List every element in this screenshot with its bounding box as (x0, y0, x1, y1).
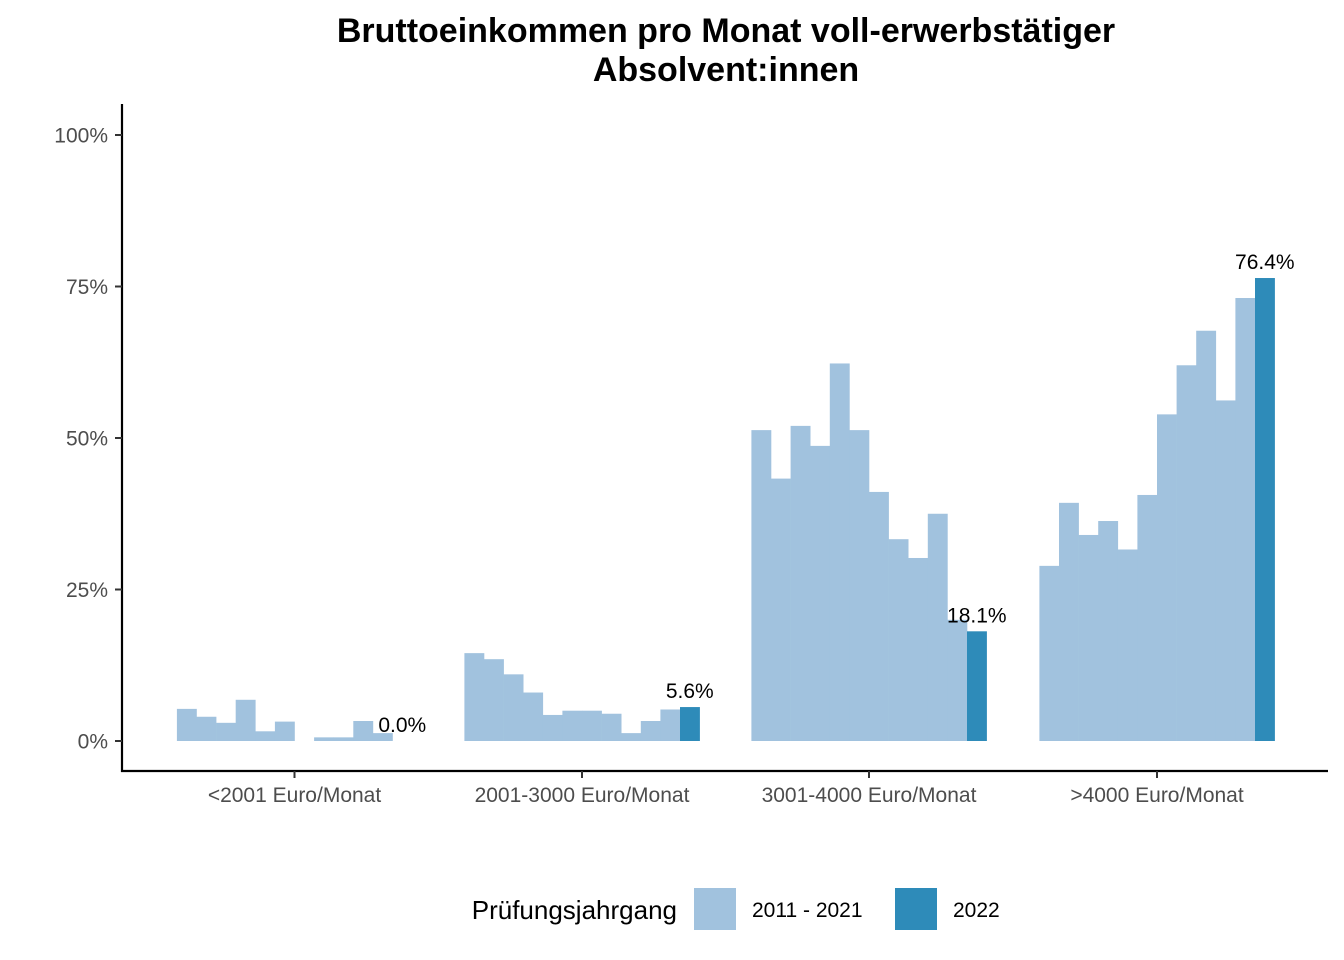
bar-4-2020 (1215, 400, 1236, 741)
y-tick-label-4: 100% (54, 125, 108, 148)
x-tick-label-3: >4000 Euro/Monat (1070, 784, 1244, 807)
bar-1-2020 (353, 721, 374, 741)
data-label-3: 18.1% (947, 604, 1007, 627)
bar-4-2016 (1137, 494, 1158, 741)
legend-swatch-past (694, 888, 736, 930)
bar-4-2022 (1255, 278, 1275, 741)
bar-1-2015 (255, 731, 276, 741)
legend-title: Prüfungsjahrgang (472, 895, 677, 925)
bar-2-2015 (542, 714, 563, 741)
bar-3-2017 (869, 491, 889, 741)
y-tick-label-1: 25% (66, 579, 108, 602)
bar-4-2012 (1059, 502, 1079, 741)
bar-4-2011 (1039, 565, 1060, 741)
x-tick-label-2: 3001-4000 Euro/Monat (762, 784, 977, 807)
bar-3-2015 (829, 363, 850, 741)
data-label-2: 5.6% (666, 680, 714, 703)
bar-4-2018 (1176, 365, 1197, 741)
y-tick-label-3: 75% (66, 276, 108, 299)
bar-1-2014 (235, 699, 256, 741)
bar-3-2020 (927, 513, 948, 741)
bar-3-2014 (810, 445, 831, 741)
bar-2-2019 (621, 733, 642, 741)
bar-3-2022 (967, 631, 987, 741)
bar-4-2015 (1117, 549, 1138, 741)
bar-4-2013 (1078, 534, 1099, 741)
legend-label-current: 2022 (953, 899, 1000, 922)
bar-2-2014 (523, 692, 544, 741)
chart-subtitle: Absolvent:innen (593, 51, 859, 89)
bar-1-2012 (196, 716, 217, 741)
x-tick-label-1: 2001-3000 Euro/Monat (475, 784, 690, 807)
bar-1-2013 (216, 722, 236, 741)
legend-swatch-current (895, 888, 937, 930)
y-tick-label-0: 0% (78, 731, 108, 754)
bar-2-2020 (640, 721, 661, 741)
bar-1-2019 (333, 737, 354, 741)
bar-1-2011 (176, 708, 197, 741)
bar-2-2016 (562, 710, 583, 741)
bar-4-2017 (1157, 414, 1177, 741)
bar-1-2018 (314, 737, 334, 741)
bar-2-2017 (582, 710, 602, 741)
y-tick-label-2: 50% (66, 428, 108, 451)
axes-layer: 0% 25% 50% 75% 100% <2001 Euro/Monat 2001-3000… (54, 104, 1328, 807)
data-label-4: 76.4% (1235, 251, 1295, 274)
data-labels-layer: 0.0% 5.6% 18.1% 76.4% (378, 251, 1294, 737)
bar-2-2011 (464, 653, 485, 741)
bar-2-2018 (601, 713, 622, 741)
bar-2-2022 (680, 707, 700, 741)
bar-4-2019 (1196, 330, 1217, 741)
bar-3-2021 (947, 619, 968, 741)
legend-label-past: 2011 - 2021 (752, 899, 863, 922)
bars-layer (176, 278, 1275, 741)
bar-4-2021 (1235, 298, 1256, 741)
chart-title: Bruttoeinkommen pro Monat voll-erwerbstä… (337, 12, 1115, 50)
bar-3-2012 (771, 478, 791, 741)
bar-4-2014 (1098, 521, 1119, 741)
x-tick-label-0: <2001 Euro/Monat (208, 784, 382, 807)
bar-2-2013 (503, 674, 524, 741)
bar-3-2013 (790, 425, 811, 741)
bar-1-2016 (274, 721, 295, 741)
bar-3-2016 (849, 430, 870, 741)
bar-3-2018 (888, 539, 909, 741)
bar-1-2021 (372, 733, 393, 741)
bar-2-2012 (484, 659, 504, 741)
bar-3-2019 (908, 557, 929, 741)
data-label-1: 0.0% (378, 714, 426, 737)
legend: Prüfungsjahrgang 2011 - 2021 2022 (472, 888, 1000, 930)
bar-2-2021 (660, 709, 681, 741)
bar-3-2011 (751, 430, 772, 741)
